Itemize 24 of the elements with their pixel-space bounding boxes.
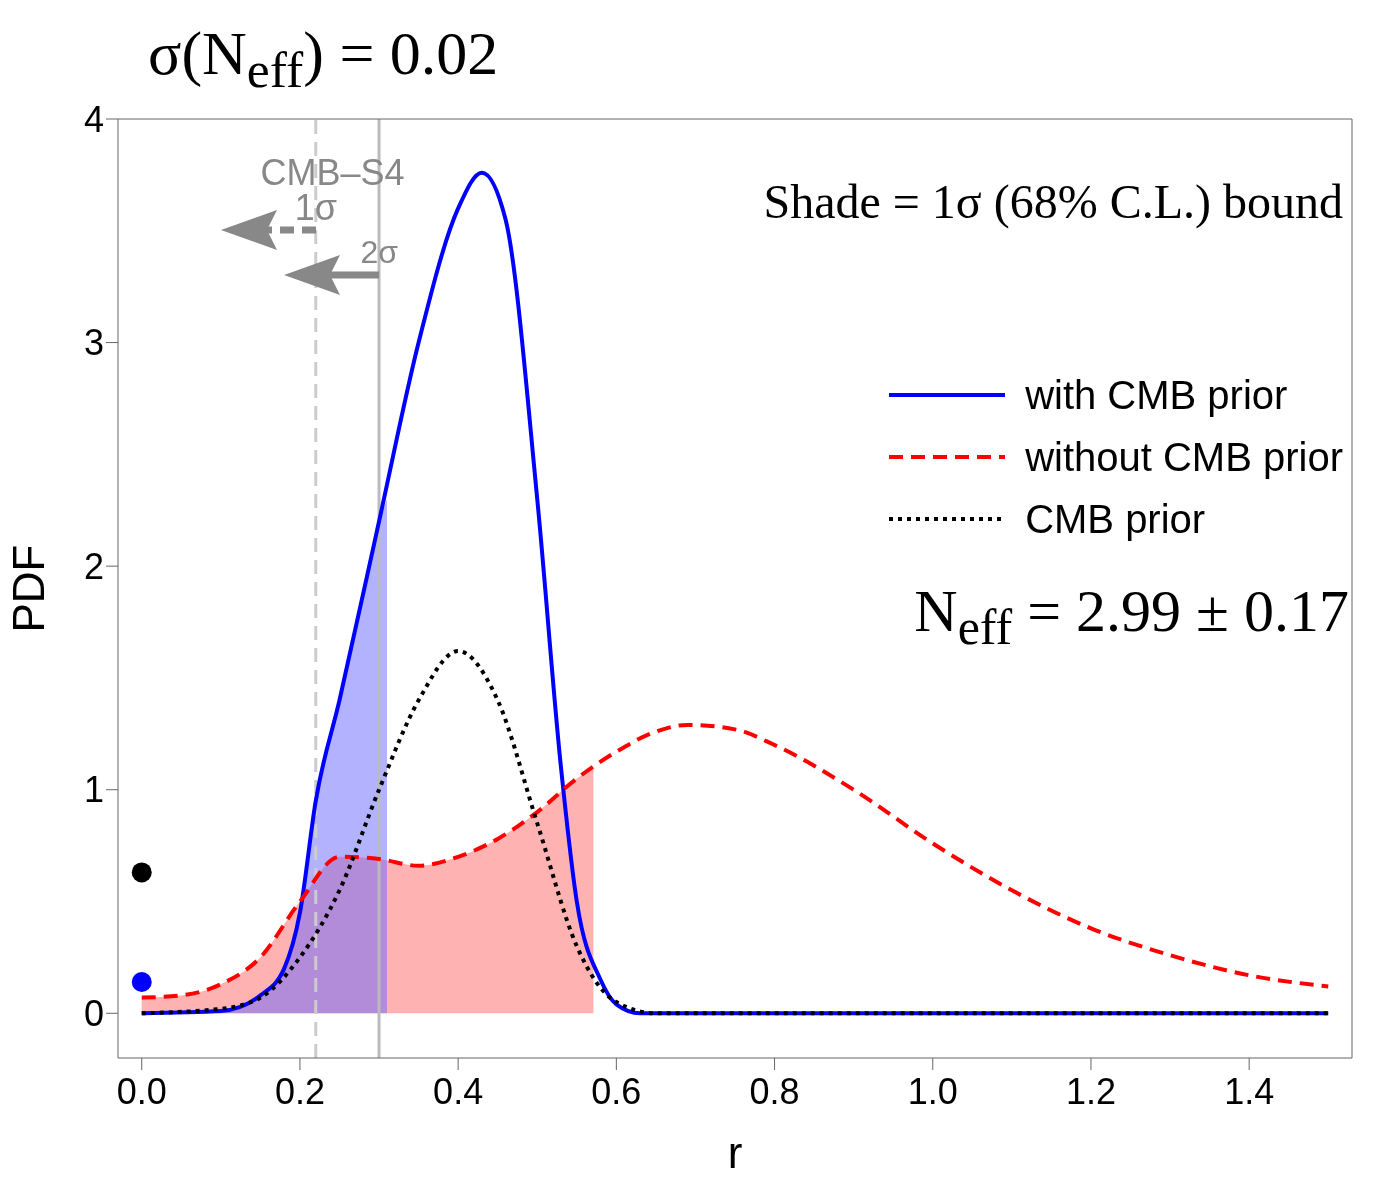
y-tick-label: 2 xyxy=(83,545,104,587)
chart-title: σ(N$_{eff}$) = 0.02 xyxy=(147,18,500,99)
y-tick-label: 0 xyxy=(83,993,104,1035)
legend-label: without CMB prior xyxy=(1025,434,1343,480)
y-tick-label: 3 xyxy=(83,322,104,364)
y-tick-label: 4 xyxy=(83,98,104,140)
annotation: Shade = 1σ (68% C.L.) bound xyxy=(763,173,1343,229)
line-series xyxy=(139,722,1331,1000)
x-tick-label: 0.8 xyxy=(749,1070,800,1112)
legend-label: with CMB prior xyxy=(1025,372,1288,418)
x-axis-title: r xyxy=(727,1128,743,1177)
x-tick-label: 1.4 xyxy=(1224,1070,1275,1112)
x-tick-label: 0.2 xyxy=(274,1070,325,1112)
y-tick-label: 1 xyxy=(83,769,104,811)
y-axis-title: PDF xyxy=(3,544,53,633)
x-tick-label: 1.2 xyxy=(1065,1070,1116,1112)
x-tick-label: 0.0 xyxy=(116,1070,167,1112)
x-tick-label: 0.6 xyxy=(591,1070,642,1112)
annotation: 1σ xyxy=(294,186,338,229)
x-tick-label: 0.4 xyxy=(433,1070,484,1112)
line-series xyxy=(139,649,1331,1016)
annotation: N$_{eff}$ = 2.99 ± 0.17 xyxy=(914,576,1349,656)
x-tick-label: 1.0 xyxy=(907,1070,958,1112)
legend-label: CMB prior xyxy=(1025,496,1206,542)
